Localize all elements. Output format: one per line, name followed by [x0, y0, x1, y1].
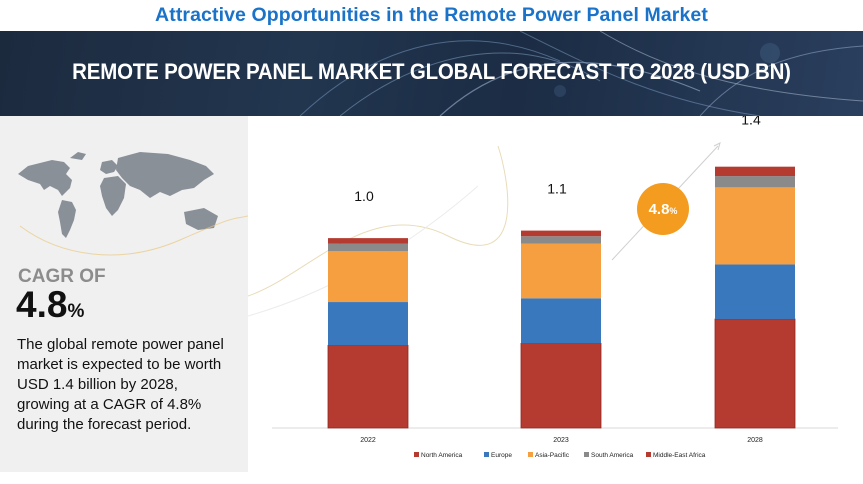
bar-segment-asia-pacific-2023 [521, 243, 601, 299]
stacked-bar-chart: 1.0 1.1 1.4 2022 2023 2028 4.8% North Americ… [247, 112, 838, 459]
map-pin-icon [0, 116, 248, 176]
bar-segment-north-america-2028 [714, 318, 796, 429]
x-tick-2022: 2022 [360, 437, 376, 444]
growth-badge [637, 183, 689, 235]
total-label-2023: 1.1 [547, 181, 567, 197]
bar-segment-europe-2023 [521, 298, 601, 344]
legend-label-south-america: South America [591, 452, 634, 459]
banner-decoration [299, 31, 863, 116]
bar-segment-south-america-2022 [328, 243, 408, 252]
legend-swatch-europe [484, 452, 489, 457]
bar-segment-europe-2028 [715, 264, 795, 319]
arrow-head-icon [713, 142, 721, 151]
page-title: Attractive Opportunities in the Remote P… [155, 4, 708, 26]
cagr-number: 4.8 [16, 284, 68, 325]
bar-segment-asia-pacific-2022 [328, 251, 408, 303]
growth-badge-value: 4.8 [649, 201, 670, 218]
growth-indicator: 4.8% [611, 142, 721, 261]
legend-swatch-north-america [414, 452, 419, 457]
cagr-label: CAGR OF [18, 266, 106, 287]
chart-legend: North America Europe Asia-Pacific South Ame… [414, 452, 706, 459]
cagr-unit: % [67, 301, 85, 322]
x-tick-2028: 2028 [747, 437, 763, 444]
legend-label-europe: Europe [491, 452, 512, 459]
x-tick-2023: 2023 [553, 437, 569, 444]
bar-segment-middle-east-africa-2022 [328, 238, 408, 244]
banner-title: REMOTE POWER PANEL MARKET GLOBAL FORECAS… [72, 59, 791, 84]
chart-panel: 1.0 1.1 1.4 2022 2023 2028 4.8% North Americ… [247, 112, 860, 472]
legend-swatch-middle-east-africa [646, 452, 651, 457]
growth-badge-label: 4.8% [649, 201, 678, 218]
bar-segment-middle-east-africa-2028 [715, 166, 795, 177]
world-map-icon [18, 152, 248, 256]
legend-label-middle-east-africa: Middle-East Africa [653, 452, 706, 459]
bar-segment-south-america-2028 [715, 176, 795, 188]
summary-panel [0, 116, 248, 472]
bar-segment-middle-east-africa-2023 [521, 230, 601, 237]
x-tick-labels: 2022 2023 2028 [360, 437, 763, 444]
cagr-value: 4.8% [16, 284, 84, 326]
total-labels: 1.0 1.1 1.4 [354, 112, 761, 204]
bar-segment-asia-pacific-2028 [715, 187, 795, 265]
bar-segment-south-america-2023 [521, 236, 601, 244]
legend-label-asia-pacific: Asia-Pacific [535, 452, 570, 459]
total-label-2028: 1.4 [741, 116, 761, 128]
bar-segment-europe-2022 [328, 302, 408, 346]
market-description: The global remote power panel market is … [17, 336, 224, 433]
total-label-2022: 1.0 [354, 188, 374, 204]
growth-badge-unit: % [669, 206, 677, 216]
bar-group [327, 166, 796, 429]
bar-segment-north-america-2023 [520, 342, 602, 429]
header-banner: REMOTE POWER PANEL MARKET GLOBAL FORECAS… [0, 31, 863, 116]
legend-swatch-south-america [584, 452, 589, 457]
legend-label-north-america: North America [421, 452, 463, 459]
bar-segment-north-america-2022 [327, 344, 409, 429]
legend-swatch-asia-pacific [528, 452, 533, 457]
